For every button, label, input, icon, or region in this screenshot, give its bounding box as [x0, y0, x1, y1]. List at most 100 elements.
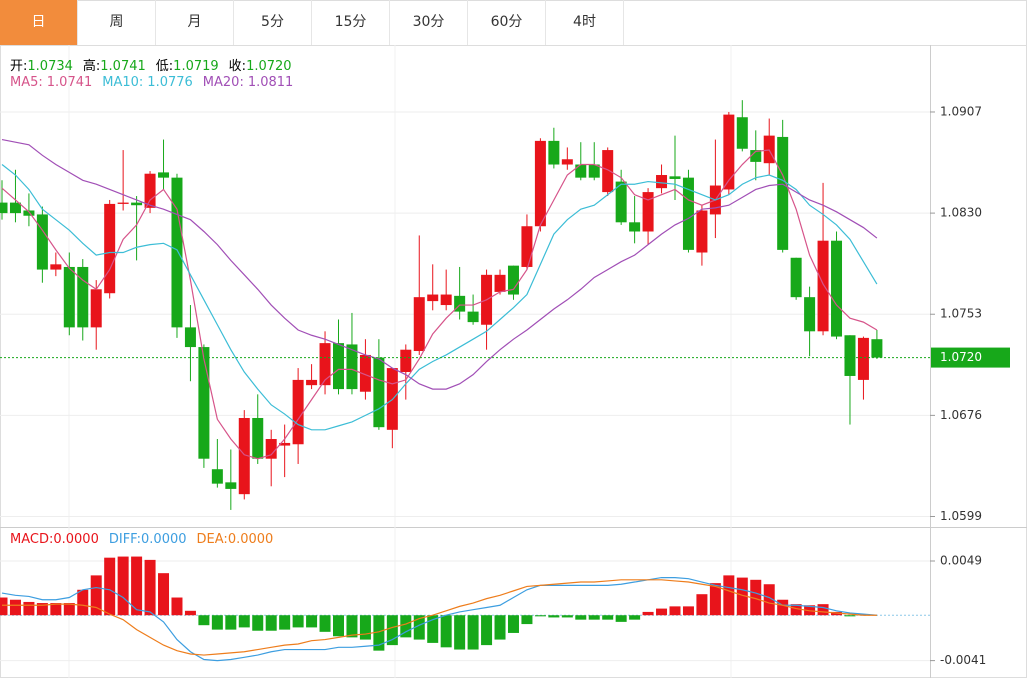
- tab[interactable]: 4时: [546, 0, 624, 45]
- candle-body: [777, 136, 789, 250]
- macd-bar: [467, 615, 479, 650]
- ohlc-item: 开:1.0734: [10, 55, 73, 74]
- candle-body: [467, 311, 479, 323]
- macd-bar: [184, 610, 196, 616]
- macd-bar: [386, 615, 398, 646]
- macd-line: [2, 579, 877, 656]
- macd-bar: [292, 615, 304, 628]
- tab[interactable]: 5分: [234, 0, 312, 45]
- macd-bar: [777, 599, 789, 616]
- macd-bar: [427, 615, 439, 643]
- macd-bar: [561, 615, 573, 618]
- macd-bar: [373, 615, 385, 651]
- macd-legend-label: DEA:: [196, 532, 228, 547]
- macd-bar: [9, 599, 21, 616]
- macd-bar: [790, 604, 802, 616]
- candle-body: [521, 226, 533, 267]
- candle-body: [454, 295, 466, 312]
- candle-body: [413, 297, 425, 352]
- candle-body: [184, 327, 196, 348]
- tab[interactable]: 日: [0, 0, 78, 45]
- candle-body: [319, 343, 331, 386]
- candle-body: [642, 192, 654, 232]
- candle-body: [211, 469, 223, 484]
- macd-bar: [723, 575, 735, 616]
- candle-body: [817, 240, 829, 332]
- macd-bar: [494, 615, 506, 640]
- macd-bar: [211, 615, 223, 630]
- ma-item: MA5: 1.0741: [10, 75, 92, 90]
- candle-body: [534, 140, 546, 227]
- tab[interactable]: 周: [78, 0, 156, 45]
- candle-body: [225, 482, 237, 489]
- macd-bar: [77, 589, 89, 616]
- macd-bar: [736, 577, 748, 616]
- ma-line: [1, 149, 878, 460]
- macd-bar: [346, 615, 358, 638]
- macd-bar: [252, 615, 264, 631]
- macd-bar: [171, 597, 183, 616]
- last-price-box: [931, 347, 1010, 368]
- macd-bar: [750, 579, 762, 616]
- candle-body: [9, 202, 21, 214]
- ohlc-value: 1.0719: [173, 59, 219, 74]
- ohlc-item: 收:1.0720: [229, 55, 292, 74]
- macd-legend-value: 0.0000: [227, 532, 274, 547]
- candle-body: [104, 203, 116, 294]
- macd-bar: [198, 615, 210, 626]
- tab[interactable]: 月: [156, 0, 234, 45]
- macd-bar: [507, 615, 519, 633]
- macd-bar: [669, 606, 681, 616]
- candle-body: [602, 150, 614, 193]
- macd-bar: [413, 615, 425, 640]
- candle-body: [696, 210, 708, 253]
- ohlc-value: 1.0741: [100, 59, 146, 74]
- y-tick-label: -0.0041: [940, 653, 986, 667]
- macd-bar: [63, 603, 75, 616]
- candle-body: [346, 344, 358, 390]
- macd-bar: [306, 615, 318, 628]
- macd-legend-item: MACD:0.0000: [10, 532, 99, 547]
- macd-bar: [90, 575, 102, 616]
- macd-bar: [642, 611, 654, 616]
- candle-body: [750, 150, 762, 162]
- macd-bar: [131, 556, 143, 616]
- tab[interactable]: 15分: [312, 0, 390, 45]
- candle-body: [359, 354, 371, 392]
- candle-body: [23, 210, 35, 216]
- tab[interactable]: 60分: [468, 0, 546, 45]
- macd-bar: [602, 615, 614, 620]
- macd-legend-value: 0.0000: [141, 532, 187, 547]
- candle-body: [507, 265, 519, 295]
- macd-bar: [548, 615, 560, 618]
- y-tick-label: 1.0907: [940, 104, 982, 118]
- candle-body: [629, 222, 641, 232]
- macd-bar: [534, 615, 546, 617]
- macd-bar: [23, 601, 35, 616]
- macd-bar: [0, 597, 8, 616]
- candle-body: [117, 202, 129, 204]
- candle-body: [279, 442, 291, 446]
- ohlc-label: 高:: [82, 59, 101, 74]
- candle-body: [90, 289, 102, 328]
- candle-body: [844, 335, 856, 376]
- ohlc-label: 开:: [10, 59, 28, 74]
- candle-body: [131, 202, 143, 206]
- candle-body: [63, 266, 75, 328]
- candle-body: [144, 173, 156, 208]
- candle-body: [682, 177, 694, 250]
- ohlc-label: 收:: [228, 59, 247, 74]
- macd-bar: [588, 615, 600, 620]
- candle-body: [575, 164, 587, 178]
- macd-bar: [50, 603, 62, 616]
- tab[interactable]: 30分: [390, 0, 468, 45]
- macd-line: [1, 576, 877, 662]
- ohlc-item: 高:1.0741: [83, 55, 146, 74]
- ohlc-legend: 开:1.0734 高:1.0741 低:1.0719 收:1.0720: [10, 55, 292, 74]
- candle-body: [198, 347, 210, 459]
- ohlc-value: 1.0734: [27, 59, 73, 74]
- macd-bar: [682, 606, 694, 616]
- macd-bar: [656, 608, 668, 616]
- macd-bar: [615, 615, 627, 622]
